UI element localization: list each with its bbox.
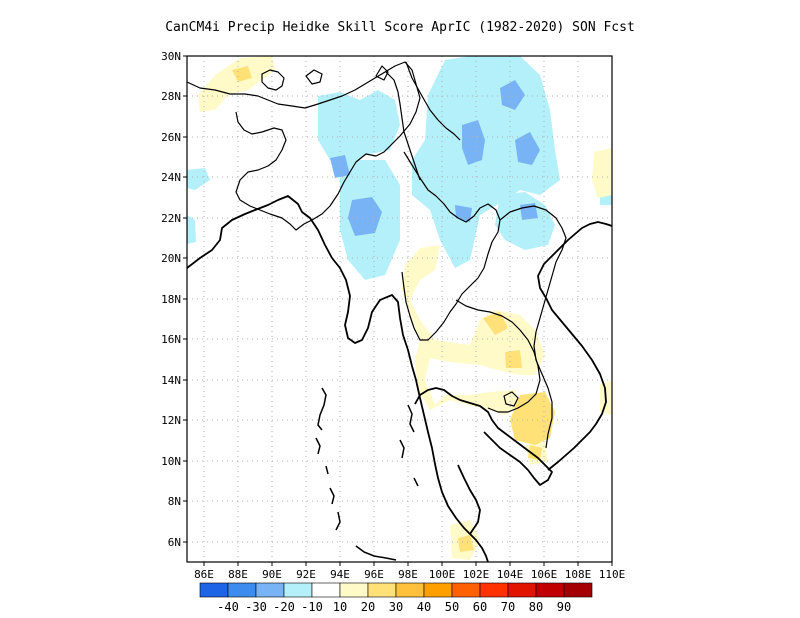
- lat-label: 8N: [168, 495, 181, 508]
- lat-labels: 6N 8N 10N 12N 14N 16N 18N 20N 22N 24N 26…: [161, 50, 181, 549]
- lon-label: 100E: [429, 568, 456, 581]
- colorbar-swatch: [535, 582, 565, 598]
- lon-label: 94E: [330, 568, 350, 581]
- colorbar-label: 20: [361, 600, 375, 614]
- lat-label: 22N: [161, 212, 181, 225]
- colorbar-swatch: [395, 582, 425, 598]
- lat-label: 12N: [161, 414, 181, 427]
- lon-label: 92E: [296, 568, 316, 581]
- lat-label: 20N: [161, 252, 181, 265]
- colorbar-swatch: [227, 582, 257, 598]
- colorbar-swatch: [339, 582, 369, 598]
- colorbar-swatch: [423, 582, 453, 598]
- colorbar: [199, 582, 593, 598]
- map-title: CanCM4i Precip Heidke Skill Score AprIC …: [165, 20, 635, 35]
- lon-label: 106E: [531, 568, 558, 581]
- colorbar-swatch: [451, 582, 481, 598]
- colorbar-label: -40: [217, 600, 239, 614]
- lat-label: 10N: [161, 455, 181, 468]
- lon-label: 110E: [599, 568, 626, 581]
- colorbar-label: -30: [245, 600, 267, 614]
- colorbar-label: 90: [557, 600, 571, 614]
- colorbar-swatch: [367, 582, 397, 598]
- negative-skill-light-regions: [187, 56, 612, 280]
- lat-label: 24N: [161, 171, 181, 184]
- lat-tick-marks: [183, 55, 187, 543]
- colorbar-label: 80: [529, 600, 543, 614]
- lon-label: 96E: [364, 568, 384, 581]
- colorbar-swatch: [311, 582, 341, 598]
- colorbar-swatch: [563, 582, 593, 598]
- colorbar-labels: -40 -30 -20 -10 10 20 30 40 50 60 70 80 …: [217, 600, 571, 614]
- lat-label: 26N: [161, 131, 181, 144]
- lon-label: 98E: [398, 568, 418, 581]
- lat-label: 18N: [161, 293, 181, 306]
- colorbar-label: -10: [301, 600, 323, 614]
- colorbar-label: 50: [445, 600, 459, 614]
- andaman-nicobar-islands: [315, 387, 419, 561]
- lat-label: 30N: [161, 50, 181, 63]
- colorbar-swatch: [479, 582, 509, 598]
- colorbar-swatch: [255, 582, 285, 598]
- colorbar-swatch: [507, 582, 537, 598]
- lon-label: 108E: [565, 568, 592, 581]
- lon-label: 90E: [262, 568, 282, 581]
- lon-label: 102E: [463, 568, 490, 581]
- colorbar-swatch: [199, 582, 229, 598]
- colorbar-label: 60: [473, 600, 487, 614]
- coastlines-and-borders: [187, 61, 612, 562]
- lon-label: 104E: [497, 568, 524, 581]
- lon-tick-marks: [203, 562, 613, 566]
- colorbar-label: -20: [273, 600, 295, 614]
- colorbar-swatch: [283, 582, 313, 598]
- skill-shading: [187, 56, 612, 560]
- lat-label: 16N: [161, 333, 181, 346]
- lat-label: 6N: [168, 536, 181, 549]
- map-frame: [186, 55, 613, 563]
- lat-label: 14N: [161, 374, 181, 387]
- colorbar-label: 70: [501, 600, 515, 614]
- colorbar-label: 40: [417, 600, 431, 614]
- colorbar-label: 30: [389, 600, 403, 614]
- lat-label: 28N: [161, 90, 181, 103]
- lon-labels: 86E 88E 90E 92E 94E 96E 98E 100E 102E 10…: [194, 568, 625, 581]
- lon-label: 88E: [228, 568, 248, 581]
- lon-label: 86E: [194, 568, 214, 581]
- colorbar-label: 10: [333, 600, 347, 614]
